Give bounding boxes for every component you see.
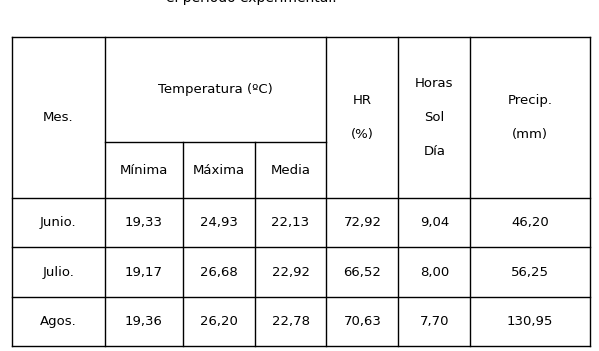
Text: Julio.: Julio. <box>43 265 74 279</box>
Text: el periodo experimental.: el periodo experimental. <box>167 0 337 5</box>
Text: 66,52: 66,52 <box>343 265 382 279</box>
Text: HR

(%): HR (%) <box>351 94 374 141</box>
Text: 19,36: 19,36 <box>125 314 163 328</box>
Text: Horas

Sol

Día: Horas Sol Día <box>415 77 453 158</box>
Text: Agos.: Agos. <box>40 314 77 328</box>
Text: 19,17: 19,17 <box>125 265 163 279</box>
Text: 24,93: 24,93 <box>199 216 238 230</box>
Text: 7,70: 7,70 <box>419 314 449 328</box>
Text: Junio.: Junio. <box>40 216 77 230</box>
Text: Mes.: Mes. <box>43 111 74 124</box>
Text: 70,63: 70,63 <box>343 314 382 328</box>
Text: Temperatura (ºC): Temperatura (ºC) <box>158 83 273 96</box>
Text: 56,25: 56,25 <box>511 265 549 279</box>
Text: 130,95: 130,95 <box>507 314 553 328</box>
Text: 19,33: 19,33 <box>125 216 163 230</box>
Text: Precip.

(mm): Precip. (mm) <box>507 94 553 141</box>
Text: Media: Media <box>271 164 310 177</box>
Text: 26,20: 26,20 <box>199 314 238 328</box>
Text: Máxima: Máxima <box>192 164 245 177</box>
Text: 22,78: 22,78 <box>271 314 310 328</box>
Text: 22,92: 22,92 <box>271 265 310 279</box>
Text: Mínima: Mínima <box>120 164 168 177</box>
Text: 26,68: 26,68 <box>199 265 238 279</box>
Text: 22,13: 22,13 <box>271 216 310 230</box>
Text: 72,92: 72,92 <box>343 216 382 230</box>
Text: 9,04: 9,04 <box>420 216 449 230</box>
Text: 46,20: 46,20 <box>511 216 549 230</box>
Text: 8,00: 8,00 <box>420 265 449 279</box>
